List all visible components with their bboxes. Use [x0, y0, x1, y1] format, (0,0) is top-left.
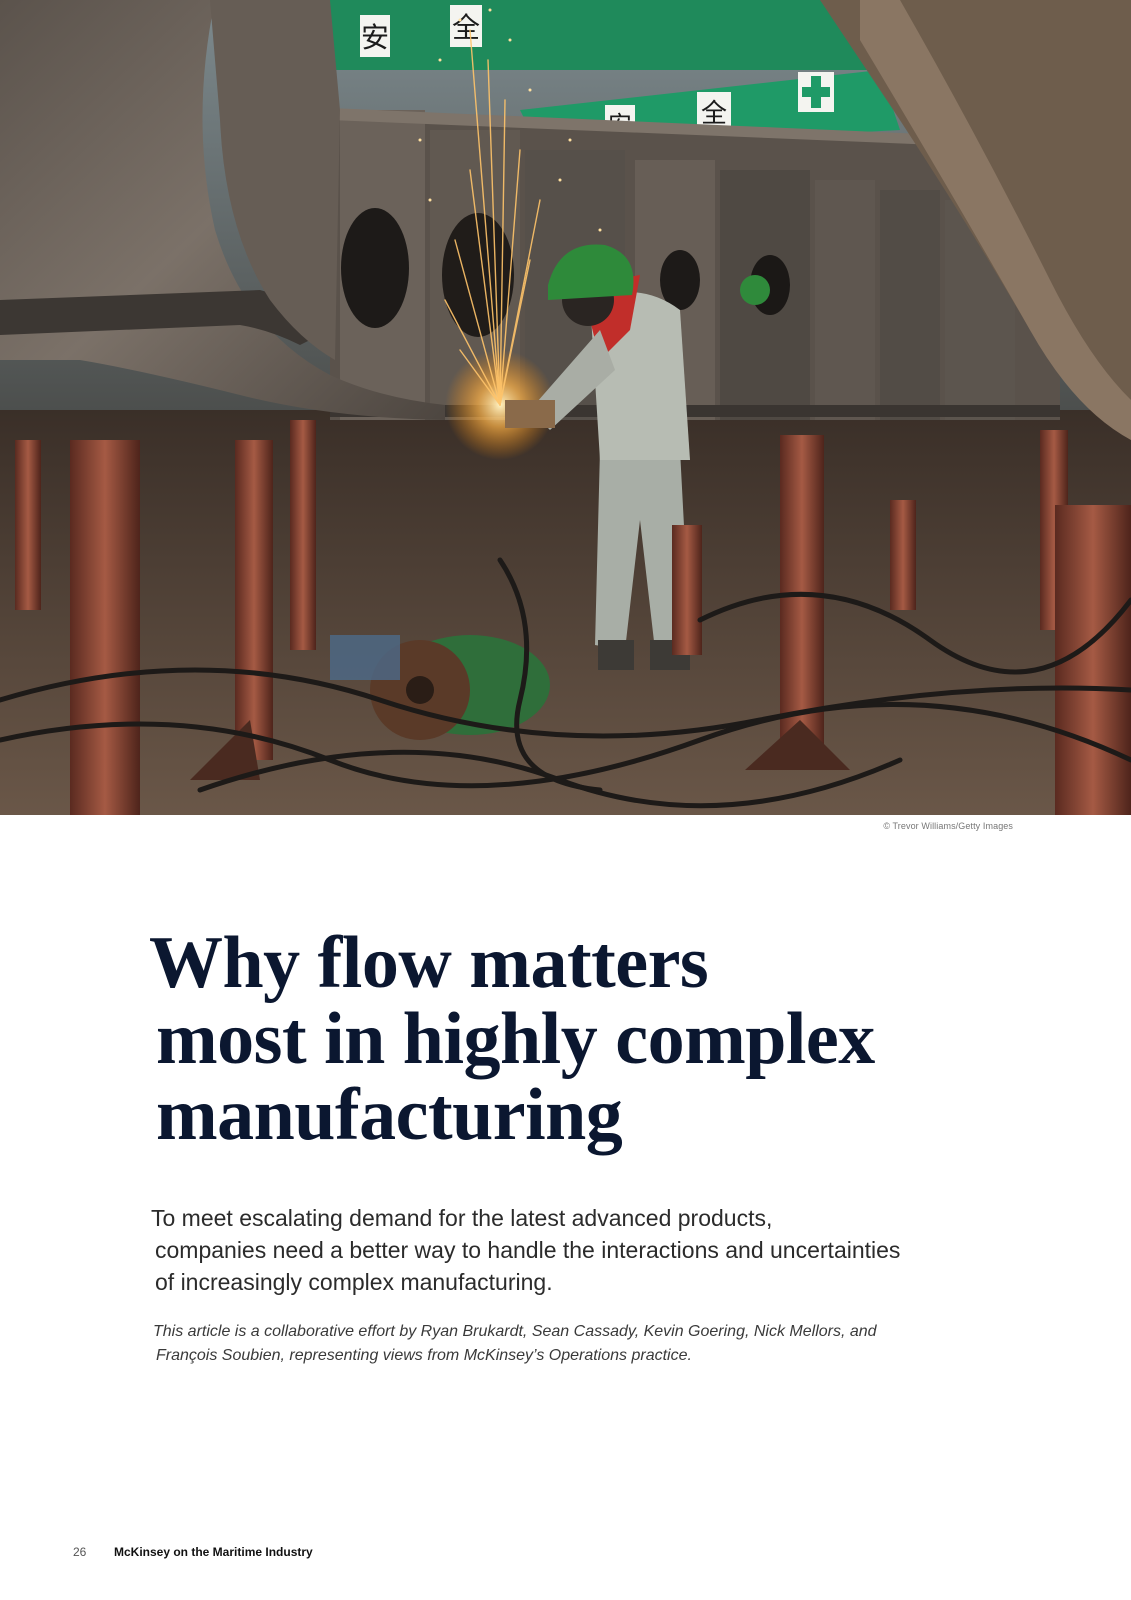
grinding-sparks — [418, 8, 602, 460]
article-deck: To meet escalating demand for the latest… — [151, 1202, 971, 1298]
sign-glyph: 安 — [361, 21, 389, 54]
floor-cables — [0, 557, 1131, 809]
title-line: Why flow matters — [149, 922, 709, 1004]
shipyard-welding-illustration: 安 全 安 全 — [0, 0, 1131, 815]
sign-glyph: 全 — [701, 99, 727, 129]
author-byline: This article is a collaborative effort b… — [153, 1320, 973, 1368]
far-worker-helmet — [740, 275, 770, 305]
deck-line: To meet escalating demand for the latest… — [151, 1205, 773, 1231]
hose-reel — [330, 635, 550, 740]
byline-line: This article is a collaborative effort b… — [153, 1323, 877, 1340]
welder-worker — [505, 244, 690, 670]
sign-glyph: 全 — [452, 11, 480, 44]
hard-hat — [548, 244, 634, 300]
article-title: Why flow matters most in highly complex … — [149, 925, 989, 1153]
hero-photo: 安 全 安 全 — [0, 0, 1131, 815]
support-jacks — [15, 420, 1131, 815]
photo-credit: © Trevor Williams/Getty Images — [883, 821, 1013, 831]
page-number: 26 — [73, 1545, 87, 1559]
deck-line: of increasingly complex manufacturing. — [155, 1269, 553, 1295]
title-line: most in highly complex — [156, 998, 875, 1080]
publication-name: McKinsey on the Maritime Industry — [114, 1545, 313, 1559]
byline-line: François Soubien, representing views fro… — [156, 1347, 692, 1364]
title-line: manufacturing — [156, 1074, 623, 1156]
safety-sign-upper: 安 全 — [330, 0, 890, 70]
deck-line: companies need a better way to handle th… — [155, 1237, 901, 1263]
